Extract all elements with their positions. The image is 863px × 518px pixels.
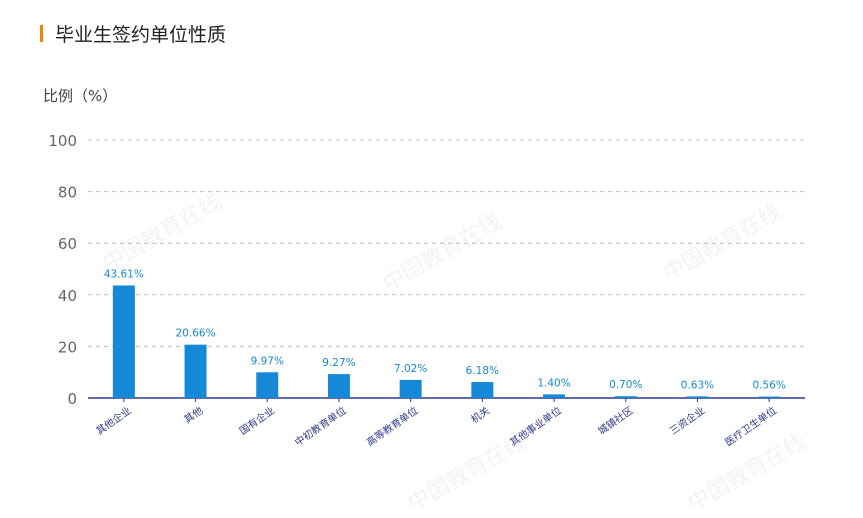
data-label: 6.18% bbox=[466, 365, 499, 377]
y-axis-label: 比例（%） bbox=[43, 87, 118, 105]
x-tick-label: 三资企业 bbox=[667, 404, 707, 438]
bar bbox=[112, 285, 135, 398]
data-label: 43.61% bbox=[104, 268, 144, 280]
x-tick-label: 其他事业单位 bbox=[507, 404, 564, 449]
x-tick-label: 国有企业 bbox=[237, 404, 277, 438]
x-tick-label: 中初教育单位 bbox=[292, 404, 349, 449]
bar bbox=[471, 382, 494, 398]
bar bbox=[256, 372, 279, 398]
x-tick-label: 其他 bbox=[181, 404, 205, 426]
y-tick-label: 60 bbox=[58, 235, 77, 253]
x-tick-label: 其他企业 bbox=[93, 404, 133, 438]
bar bbox=[758, 396, 781, 398]
x-tick-label: 城镇社区 bbox=[595, 404, 635, 438]
y-tick-label: 40 bbox=[58, 287, 77, 305]
bar bbox=[327, 374, 350, 398]
data-label: 9.97% bbox=[251, 355, 284, 367]
x-tick-label: 高等教育单位 bbox=[364, 404, 421, 449]
x-tick-label: 医疗卫生单位 bbox=[722, 404, 779, 449]
data-label: 0.70% bbox=[609, 379, 642, 391]
bar-chart: 0 20 40 60 80 100 43.61% 其他企业 20.66% 其他 9.97% 国有企业 9… bbox=[48, 132, 805, 449]
data-label: 0.56% bbox=[752, 380, 785, 392]
y-tick-label: 20 bbox=[58, 338, 77, 356]
data-label: 1.40% bbox=[537, 377, 570, 389]
x-tick-label: 机关 bbox=[468, 404, 492, 426]
data-label: 9.27% bbox=[322, 357, 355, 369]
data-label: 7.02% bbox=[394, 363, 427, 375]
y-tick-label: 0 bbox=[67, 390, 77, 408]
bar bbox=[686, 396, 709, 398]
chart-title-row: 毕业生签约单位性质 bbox=[40, 18, 226, 48]
y-tick-label: 100 bbox=[48, 132, 77, 150]
bar bbox=[543, 394, 566, 398]
bar bbox=[614, 396, 637, 398]
data-label: 0.63% bbox=[681, 379, 714, 391]
title-accent-bar bbox=[40, 24, 43, 42]
bar bbox=[399, 379, 422, 398]
data-label: 20.66% bbox=[176, 328, 216, 340]
y-tick-label: 80 bbox=[58, 184, 77, 202]
chart-title: 毕业生签约单位性质 bbox=[55, 23, 227, 46]
bar bbox=[184, 344, 207, 398]
